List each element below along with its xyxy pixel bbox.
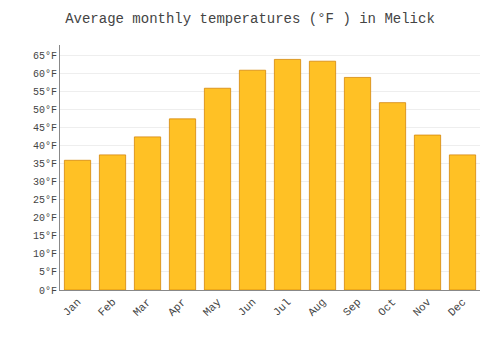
svg-text:Apr: Apr (166, 296, 188, 318)
svg-text:Feb: Feb (96, 296, 118, 318)
svg-text:50°F: 50°F (33, 105, 57, 116)
svg-text:25°F: 25°F (33, 195, 57, 206)
svg-text:15°F: 15°F (33, 231, 57, 242)
svg-text:20°F: 20°F (33, 213, 57, 224)
svg-text:Jun: Jun (236, 296, 258, 318)
svg-text:45°F: 45°F (33, 123, 57, 134)
svg-text:55°F: 55°F (33, 87, 57, 98)
svg-text:May: May (201, 296, 224, 319)
svg-text:65°F: 65°F (33, 51, 57, 62)
svg-text:Mar: Mar (131, 296, 153, 318)
svg-text:5°F: 5°F (39, 267, 57, 278)
svg-text:Jul: Jul (271, 296, 293, 318)
svg-text:Aug: Aug (306, 296, 328, 318)
svg-text:Dec: Dec (446, 296, 468, 318)
svg-text:0°F: 0°F (39, 286, 57, 297)
svg-text:Average monthly temperatures (: Average monthly temperatures (°F ) in Me… (65, 11, 435, 27)
svg-text:Oct: Oct (376, 296, 398, 318)
svg-text:30°F: 30°F (33, 177, 57, 188)
svg-text:40°F: 40°F (33, 141, 57, 152)
svg-text:Sep: Sep (341, 296, 363, 318)
svg-text:Jan: Jan (61, 296, 83, 318)
svg-text:35°F: 35°F (33, 159, 57, 170)
svg-text:10°F: 10°F (33, 249, 57, 260)
svg-text:Nov: Nov (411, 296, 434, 319)
svg-text:60°F: 60°F (33, 69, 57, 80)
